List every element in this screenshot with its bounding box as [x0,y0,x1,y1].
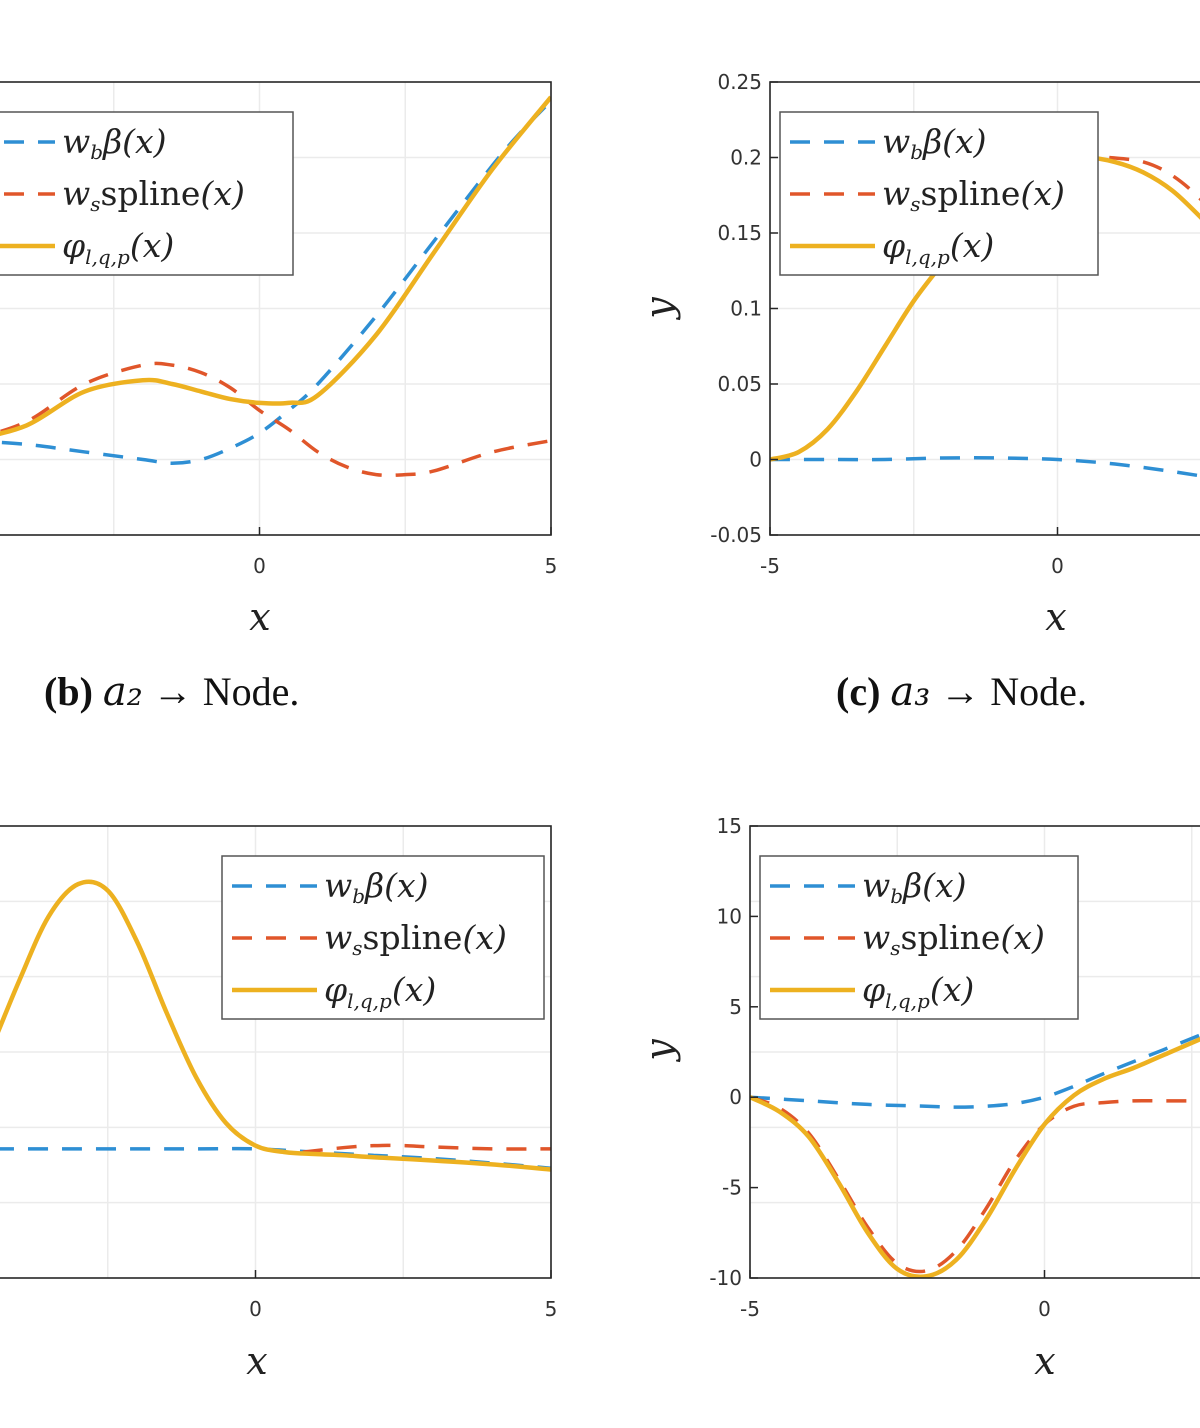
y-tick-label: 0.2 [730,146,762,170]
y-tick-label: 0 [749,448,762,472]
y-tick-label: 0.25 [717,70,762,94]
legend-label: wsspline(x) [882,174,1065,216]
x-axis-label: x [249,595,270,639]
y-axis-label: y [637,1039,681,1063]
y-tick-label: 15 [717,814,742,838]
series-line-spline [302,1143,551,1154]
x-axis-label: x [1045,595,1066,639]
y-tick-label: -0.05 [710,523,762,547]
y-axis-label: y [637,297,681,321]
legend-label: wbβ(x) [62,122,167,164]
x-axis-label: x [1034,1339,1055,1383]
y-tick-label: 0 [729,1085,742,1109]
legend: wbβ(x) wsspline(x) φl,q,p(x) [759,855,1079,1020]
y-tick-label: -5 [722,1176,742,1200]
chart-c: -5 0 -0.05 0 0.05 0.1 0.15 0.2 0.25 x y wbβ(x) wsspl… [637,70,1200,639]
x-tick-label: 0 [1038,1297,1051,1321]
series-group [0,879,551,1172]
x-tick-label: 5 [545,1297,558,1321]
caption-b: (b) a₂ → Node. [44,668,299,715]
series-line-base [750,1033,1200,1109]
series-line-phi [0,95,551,436]
y-tick-label: 5 [729,995,742,1019]
chart-g: -5 0 -10 -5 0 5 10 15 x y wbβ(x) wsspline(x) φl,q,p(… [637,814,1200,1383]
legend-label: wbβ(x) [882,122,987,164]
y-tick-label: -10 [709,1266,742,1290]
series-line-phi [0,879,551,1172]
y-tick-label: 0.15 [717,221,762,245]
legend-label: wsspline(x) [62,174,245,216]
caption-c-text: → Node. [930,669,1087,714]
legend: wbβ(x)wsspline(x)φl,q,p(x) [221,855,545,1020]
legend-label: wsspline(x) [324,918,507,960]
legend-label: φl,q,p(x) [882,226,994,269]
caption-c-math: a₃ [890,669,931,715]
x-tick-label: -5 [740,1297,760,1321]
series-line-phi [750,1036,1200,1278]
legend-label: wsspline(x) [862,918,1045,960]
x-tick-label: 0 [253,554,266,578]
series-line-spline [1109,155,1200,202]
x-axis-label: x [246,1339,267,1383]
legend: wbβ(x)wsspline(x)φl,q,p(x) [0,111,294,276]
legend-label: wbβ(x) [324,866,429,908]
series-line-base [770,456,1200,478]
x-tick-label: 5 [545,554,558,578]
caption-b-math: a₂ [102,669,143,715]
caption-b-tag: (b) [44,669,93,714]
series-line-spline [750,1095,1200,1274]
caption-c: (c) a₃ → Node. [836,668,1087,715]
legend-label: φl,q,p(x) [862,970,974,1013]
y-tick-label: 10 [717,904,742,928]
series-group [0,95,551,478]
x-tick-label: -5 [760,554,780,578]
caption-c-tag: (c) [836,669,881,714]
series-line-base [0,99,551,466]
y-tick-label: 0.05 [717,372,762,396]
caption-b-text: → Node. [142,669,300,714]
y-tick-label: 0.1 [730,297,762,321]
x-tick-label: 0 [1051,554,1064,578]
legend-label: wbβ(x) [862,866,967,908]
series-group [750,1033,1200,1278]
x-tick-label: 0 [249,1297,262,1321]
legend: wbβ(x) wsspline(x) φl,q,p(x) [779,111,1099,276]
